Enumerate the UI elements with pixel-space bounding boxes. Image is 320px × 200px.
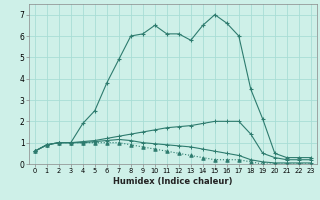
X-axis label: Humidex (Indice chaleur): Humidex (Indice chaleur) <box>113 177 233 186</box>
